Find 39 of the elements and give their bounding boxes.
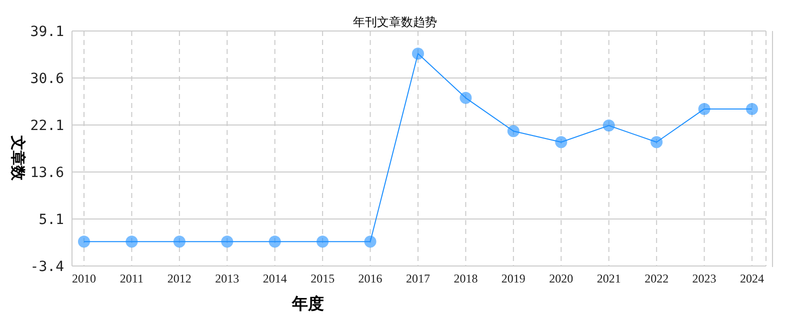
- y-axis-title: 文章数: [9, 134, 27, 182]
- x-tick-label: 2019: [501, 272, 526, 286]
- y-tick-label: 30.6: [30, 70, 64, 87]
- x-tick-label: 2024: [740, 272, 764, 286]
- x-tick-label: 2011: [120, 272, 144, 286]
- point: [364, 236, 376, 248]
- x-tick-label: 2021: [596, 272, 621, 286]
- point: [316, 236, 329, 248]
- y-tick-label: 5.1: [38, 212, 64, 228]
- x-tick-label: 2016: [358, 272, 382, 286]
- y-tick-label: 39.1: [30, 24, 64, 40]
- point: [698, 102, 710, 115]
- point: [602, 120, 615, 132]
- y-tick-label: -3.4: [30, 258, 64, 275]
- point: [78, 236, 90, 248]
- x-tick-label: 2023: [692, 272, 716, 286]
- x-tick-label: 2017: [406, 272, 430, 286]
- x-tick-label: 2020: [549, 272, 574, 286]
- point: [126, 236, 138, 248]
- point: [507, 125, 520, 138]
- y-tick-label: 22.1: [30, 118, 64, 134]
- x-tick-label: 2013: [215, 272, 240, 286]
- x-tick-label: 2010: [72, 272, 96, 286]
- x-tick-label: 2014: [262, 272, 287, 286]
- x-tick-label: 2015: [310, 272, 335, 286]
- point: [173, 236, 186, 248]
- point: [221, 236, 234, 248]
- x-tick-label: 2012: [167, 272, 192, 286]
- point: [650, 136, 663, 148]
- point: [555, 136, 568, 148]
- point: [746, 102, 758, 115]
- y-tick-label: 13.6: [30, 164, 64, 181]
- x-tick-label: 2018: [454, 272, 478, 286]
- x-axis-title: 年度: [290, 294, 325, 315]
- point: [268, 236, 281, 248]
- chart-title: 年刊文章数趋势: [353, 15, 437, 29]
- x-tick-label: 2022: [644, 272, 669, 286]
- point: [412, 48, 424, 60]
- point: [460, 92, 472, 104]
